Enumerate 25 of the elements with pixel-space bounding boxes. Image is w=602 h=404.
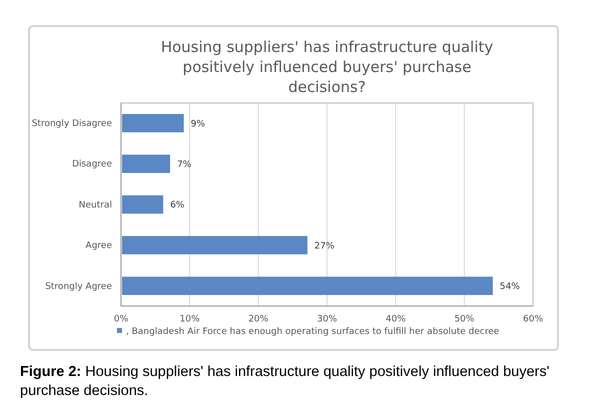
x-tick-label: 50% bbox=[454, 314, 475, 324]
chart-title: Housing suppliers' has infrastructure quality positively influenced buyers' purchase decisions? bbox=[160, 38, 494, 96]
bar bbox=[122, 154, 170, 173]
bar bbox=[122, 276, 493, 296]
x-tick-label: 20% bbox=[248, 314, 269, 324]
data-label: 7% bbox=[177, 160, 192, 170]
y-tick-label: Agree bbox=[86, 241, 112, 252]
y-tick-label: Strongly Disagree bbox=[32, 119, 112, 130]
y-tick-label: Neutral bbox=[78, 200, 112, 210]
data-label: 54% bbox=[500, 282, 520, 292]
data-label: 9% bbox=[190, 119, 206, 130]
x-tick-label: 60% bbox=[522, 314, 544, 324]
bar bbox=[122, 114, 184, 132]
y-tick-label: Strongly Agree bbox=[45, 282, 112, 292]
data-label: 6% bbox=[170, 200, 185, 211]
x-tick-label: 30% bbox=[316, 314, 338, 324]
x-tick-label: 10% bbox=[180, 314, 200, 324]
legend-label: , Bangladesh Air Force has enough operating surfaces to fulfill her absolute decree bbox=[126, 327, 500, 337]
bar bbox=[122, 236, 308, 254]
bar bbox=[122, 195, 164, 214]
caption: Figure 2: Housing suppliers' has infrastructure quality positively influenced buyers' purchase decisions. bbox=[20, 364, 550, 399]
data-label: 27% bbox=[314, 241, 335, 252]
x-tick-label: 40% bbox=[386, 314, 406, 324]
y-tick-label: Disagree bbox=[72, 160, 112, 170]
x-tick-label: 0% bbox=[114, 314, 129, 324]
